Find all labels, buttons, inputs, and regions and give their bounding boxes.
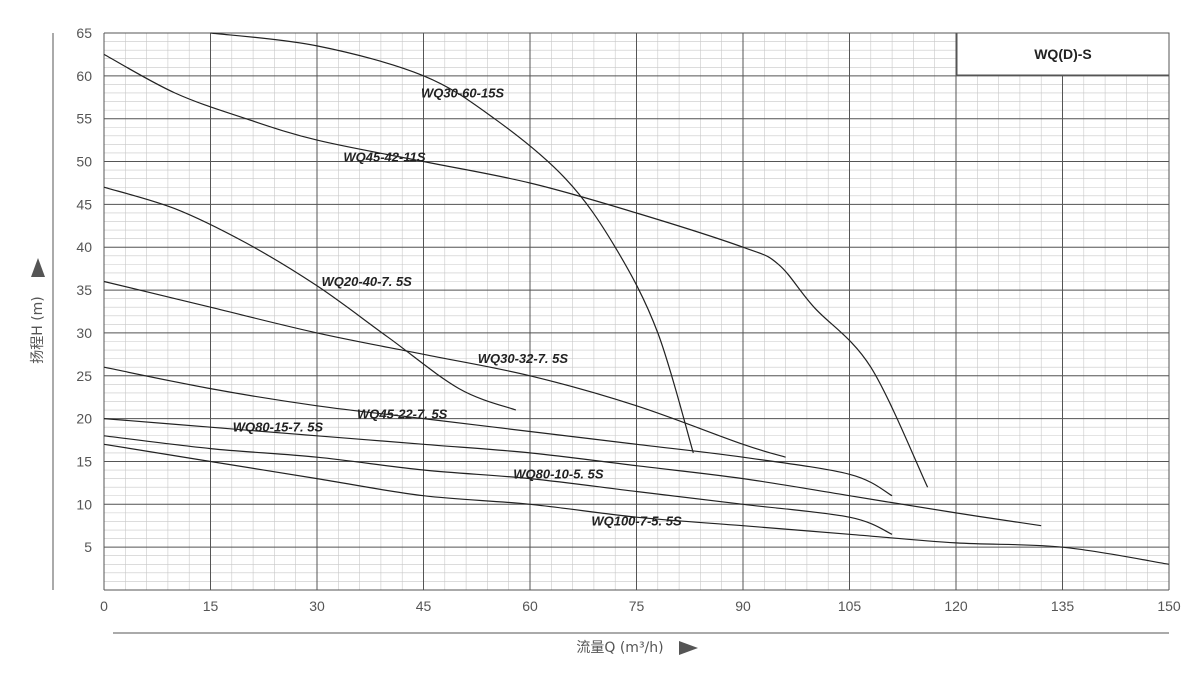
- curve-line: [103, 443, 1170, 565]
- x-axis-title: 流量Q (m³/h): [576, 640, 663, 656]
- curve-label: WQ20-40-7. 5S: [322, 274, 413, 289]
- title-box: WQ(D)-S: [956, 32, 1170, 76]
- x-axis-title-group: 流量Q (m³/h): [576, 640, 698, 656]
- x-tick-label: 15: [203, 598, 219, 614]
- chart-title: WQ(D)-S: [1034, 46, 1092, 62]
- y-axis-ticks: 5 10 15 20 25 30 35 40 45 50 55 60 65: [76, 25, 92, 555]
- x-tick-label: 90: [735, 598, 751, 614]
- x-tick-label: 135: [1051, 598, 1075, 614]
- y-tick-label: 45: [76, 196, 92, 212]
- y-tick-label: 65: [76, 25, 92, 41]
- y-tick-label: 30: [76, 325, 92, 341]
- x-tick-label: 150: [1157, 598, 1181, 614]
- curve-labels: WQ30-60-15S WQ45-42-11S WQ20-40-7. 5S WQ30-…: [233, 85, 682, 528]
- y-tick-label: 35: [76, 282, 92, 298]
- y-axis-title: 扬程H (m): [30, 296, 46, 364]
- x-tick-label: 60: [522, 598, 538, 614]
- y-tick-label: 20: [76, 411, 92, 427]
- curve-label: WQ45-42-11S: [343, 150, 425, 165]
- x-tick-label: 45: [416, 598, 432, 614]
- curve-label: WQ45-22-7. 5S: [357, 407, 448, 422]
- y-tick-label: 40: [76, 239, 92, 255]
- major-grid: [103, 32, 1170, 591]
- curve-label: WQ30-32-7. 5S: [478, 351, 569, 366]
- curve-line: [210, 32, 694, 454]
- right-arrow-icon: [679, 641, 698, 655]
- curve-line: [103, 435, 893, 535]
- curve-line: [103, 280, 786, 458]
- y-tick-label: 10: [76, 496, 92, 512]
- curve-line: [103, 366, 893, 497]
- x-tick-label: 75: [629, 598, 645, 614]
- curve-label: WQ30-60-15S: [421, 85, 504, 100]
- y-tick-label: 5: [84, 539, 92, 555]
- x-tick-label: 30: [309, 598, 325, 614]
- y-tick-label: 25: [76, 368, 92, 384]
- y-axis-title-group: 扬程H (m): [30, 258, 46, 364]
- x-tick-label: 120: [944, 598, 968, 614]
- y-tick-label: 15: [76, 453, 92, 469]
- curve-label: WQ100-7-5. 5S: [591, 514, 682, 529]
- x-axis-ticks: 0 15 30 45 60 75 90 105 120 135 150: [100, 598, 1181, 614]
- curve-label: WQ80-15-7. 5S: [233, 419, 324, 434]
- curve-line: [103, 186, 517, 411]
- y-tick-label: 55: [76, 111, 92, 127]
- up-arrow-icon: [31, 258, 45, 277]
- curve-line: [103, 418, 1042, 527]
- curve-label: WQ80-10-5. 5S: [513, 467, 604, 482]
- y-tick-label: 60: [76, 68, 92, 84]
- x-tick-label: 105: [838, 598, 862, 614]
- x-tick-label: 0: [100, 598, 108, 614]
- curves: [103, 32, 1170, 565]
- curve-line: [103, 53, 929, 488]
- y-tick-label: 50: [76, 154, 92, 170]
